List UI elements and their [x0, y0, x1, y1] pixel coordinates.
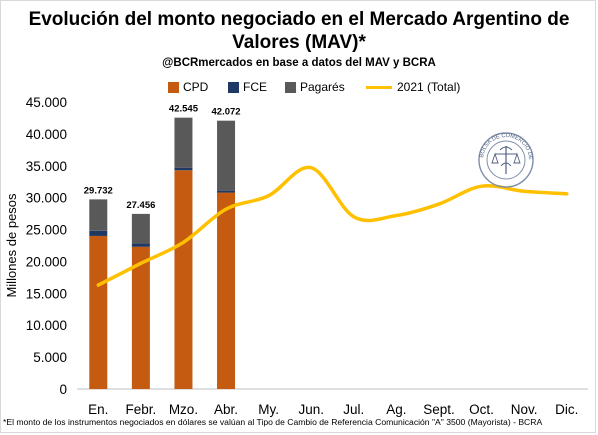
- legend-item-fce: FCE: [228, 78, 267, 96]
- bar-total-label: 29.732: [84, 185, 113, 196]
- line-2021-total: [96, 165, 569, 287]
- bar-cpd: [174, 170, 193, 389]
- x-tick-label: Abr.: [214, 402, 238, 417]
- line-series: [96, 165, 569, 287]
- x-tick-label: En.: [88, 402, 108, 417]
- bar-cpd: [217, 192, 236, 389]
- bar-fce: [174, 167, 193, 171]
- bars: [89, 117, 236, 389]
- x-tick-label: Sept.: [423, 402, 455, 417]
- logo-inner-ring: [486, 140, 526, 180]
- legend-item-2021-total: 2021 (Total): [366, 78, 460, 96]
- chart-title-line2: Valores (MAV)*: [232, 32, 366, 53]
- legend-item-cpd: CPD: [168, 78, 208, 96]
- y-tick-label: 10.000: [26, 318, 67, 333]
- x-tick-label: Nov.: [511, 402, 538, 417]
- bcr-logo: BOLSA DE COMERCIO DE ROSARIO: [478, 132, 534, 188]
- y-tick-label: 30.000: [26, 191, 67, 206]
- bar-cpd: [89, 235, 108, 389]
- logo-caduceus: [499, 146, 513, 167]
- legend-label-cpd: CPD: [183, 80, 209, 94]
- chart-subtitle: @BCRmercados en base a datos del MAV y B…: [162, 57, 436, 69]
- y-tick-label: 40.000: [26, 127, 67, 142]
- legend-swatch-pagares: [285, 81, 296, 93]
- x-axis: En. Febr. Mzo. Abr. My. Jun. Jul. Ag. Sept. Oct. N…: [77, 388, 588, 417]
- bar-pagares: [217, 120, 236, 191]
- footnote: *El monto de los instrumentos negociados…: [3, 417, 543, 427]
- logo-outer-ring: [478, 132, 534, 188]
- legend-swatch-cpd: [168, 81, 179, 93]
- bar-cpd: [131, 246, 150, 389]
- bar-fce: [131, 243, 150, 247]
- bar-pagares: [89, 199, 108, 231]
- x-tick-label: My.: [258, 402, 279, 417]
- y-tick-label: 35.000: [26, 159, 67, 174]
- y-tick-label: 5.000: [33, 350, 67, 365]
- legend-label-pagares: Pagarés: [300, 80, 345, 94]
- y-axis: 0 5.000 10.000 15.000 20.000 25.000 30.000 35.0…: [4, 95, 67, 397]
- legend-label-fce: FCE: [243, 80, 267, 94]
- y-tick-label: 0: [59, 382, 67, 397]
- data-labels: 29.732 27.456 42.545 42.072: [84, 104, 241, 211]
- bar-total-label: 27.456: [126, 200, 155, 211]
- legend-swatch-2021-total: [366, 85, 392, 89]
- x-tick-label: Ag.: [386, 402, 406, 417]
- logo-scales: [491, 152, 521, 164]
- bar-fce: [217, 190, 236, 193]
- bar-fce: [89, 230, 108, 236]
- x-tick-label: Oct.: [469, 402, 494, 417]
- legend-label-2021-total: 2021 (Total): [397, 80, 461, 94]
- bar-total-label: 42.072: [212, 107, 241, 118]
- chart-title-line1: Evolución del monto negociado en el Merc…: [28, 9, 570, 30]
- x-tick-label: Dic.: [555, 402, 578, 417]
- y-tick-label: 20.000: [26, 254, 67, 269]
- y-tick-label: 15.000: [26, 286, 67, 301]
- legend: CPD FCE Pagarés 2021 (Total): [0, 78, 598, 96]
- bar-pagares: [131, 213, 150, 244]
- x-tick-label: Jul.: [343, 402, 364, 417]
- x-tick-label: Febr.: [125, 402, 156, 417]
- y-tick-label: 25.000: [26, 223, 67, 238]
- bar-pagares: [174, 117, 193, 168]
- x-tick-label: Mzo.: [169, 402, 198, 417]
- y-axis-label: Millones de pesos: [4, 193, 19, 298]
- legend-swatch-fce: [228, 81, 239, 93]
- legend-item-pagares: Pagarés: [285, 78, 345, 96]
- x-tick-label: Jun.: [298, 402, 324, 417]
- y-tick-label: 45.000: [26, 95, 67, 110]
- bar-total-label: 42.545: [169, 104, 199, 115]
